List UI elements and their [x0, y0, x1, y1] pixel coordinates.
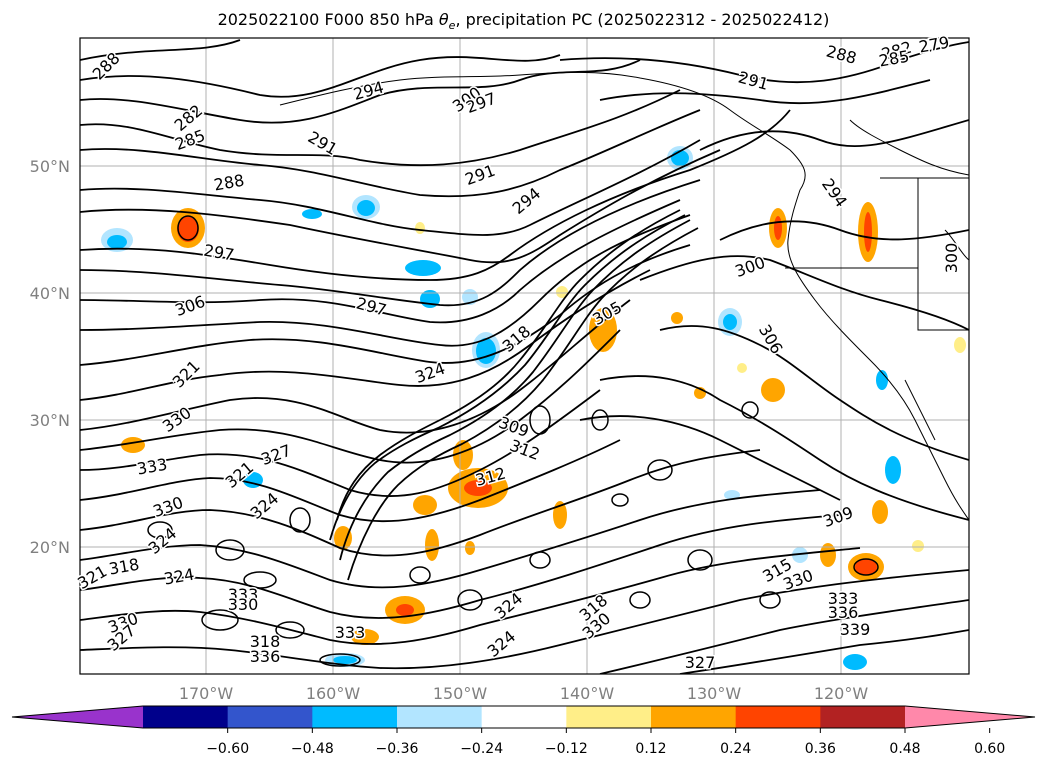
contour-label: 306: [173, 292, 208, 320]
colorbar-tick-label: −0.12: [545, 741, 588, 757]
contour-label: 336: [250, 647, 281, 666]
contour-label: 294: [818, 175, 851, 211]
colorbar-tick-label: 0.60: [974, 741, 1005, 757]
colorbar-bin: [312, 706, 398, 728]
contour-label: 291: [736, 68, 770, 94]
contour-label: 300: [942, 243, 961, 274]
lon-label: 160°W: [306, 684, 361, 703]
contour-label: 288: [824, 42, 858, 68]
colorbar-tick-label: 0.36: [805, 741, 836, 757]
contour-label: 324: [413, 359, 448, 387]
colorbar-bin: [651, 706, 737, 728]
contour-label: 309: [821, 503, 856, 531]
lon-labels: 170°W 160°W 150°W 140°W 130°W 120°W: [179, 684, 869, 703]
contour-label: 330: [228, 595, 259, 614]
contour-label: 333: [135, 455, 168, 479]
lat-label: 40°N: [30, 284, 70, 303]
colorbar-bin: [566, 706, 652, 728]
contour-label: 336: [828, 603, 859, 622]
colorbar-extend-high: [905, 706, 1035, 728]
colorbar-bin: [143, 706, 229, 728]
colorbar-bin: [397, 706, 483, 728]
lon-label: 130°W: [687, 684, 742, 703]
contour-label: 324: [145, 524, 181, 558]
colorbar-tick-label: −0.48: [291, 741, 334, 757]
contour-label: 324: [491, 589, 527, 623]
contour-label: 330: [151, 493, 186, 521]
colorbar-tick-label: −0.36: [376, 741, 419, 757]
contour-label: 321: [169, 357, 204, 392]
colorbar-bin: [735, 706, 821, 728]
contour-label: 333: [228, 585, 259, 604]
contour-label: 291: [463, 161, 498, 189]
small-contours: [147, 215, 879, 667]
contour-label: 339: [840, 620, 871, 639]
lon-label: 140°W: [560, 684, 615, 703]
contour-label: 306: [755, 321, 787, 357]
contour-label: 318: [250, 632, 281, 651]
colorbar-tick-label: −0.60: [206, 741, 249, 757]
lon-label: 170°W: [179, 684, 234, 703]
map-frame: [79, 37, 970, 675]
contour-label: 318: [499, 322, 535, 356]
colorbar-bin: [227, 706, 313, 728]
coastlines: [279, 71, 969, 521]
colorbar-bin: [481, 706, 567, 728]
lon-label: 150°W: [433, 684, 488, 703]
contour-label: 288: [212, 171, 245, 195]
contour-label: 324: [247, 489, 283, 523]
lat-label: 20°N: [30, 538, 70, 557]
lat-label: 50°N: [30, 157, 70, 176]
colorbar-tick-label: 0.24: [720, 741, 751, 757]
colorbar-bin: [820, 706, 906, 728]
theta-e-contours: [80, 39, 969, 674]
colorbar-extend-low: [12, 706, 143, 728]
colorbar: −0.60 −0.48 −0.36 −0.24 −0.12 0.12 0.24 0.36 0.4…: [11, 705, 1036, 757]
map-title: 2025022100 F000 850 hPa θe, precipitatio…: [217, 10, 830, 33]
colorbar-tick-label: 0.12: [635, 741, 666, 757]
contour-label: 312: [507, 436, 542, 464]
colorbar-tick-label: 0.48: [889, 741, 920, 757]
contour-label: 297: [202, 241, 235, 265]
contour-label: 324: [162, 565, 195, 589]
colorbar-tick-label: −0.24: [460, 741, 503, 757]
lon-label: 120°W: [814, 684, 869, 703]
contour-label: 327: [259, 441, 294, 469]
colorbar-outline: [11, 705, 1036, 729]
contour-label: 279: [917, 33, 950, 57]
contour-label: 333: [335, 623, 366, 642]
contour-label: 285: [877, 47, 910, 71]
contour-label: 294: [351, 78, 385, 104]
contour-label: 330: [159, 403, 195, 436]
contour-label: 333: [828, 589, 859, 608]
lat-labels: 50°N 40°N 30°N 20°N: [30, 157, 70, 557]
contour-label: 327: [685, 653, 716, 672]
contour-label: 318: [107, 555, 140, 579]
lat-label: 30°N: [30, 411, 70, 430]
